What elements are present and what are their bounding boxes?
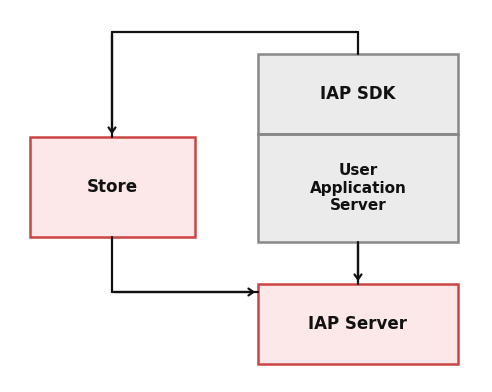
Text: IAP SDK: IAP SDK <box>320 85 396 103</box>
Bar <box>258 134 458 242</box>
Bar <box>258 284 458 364</box>
Bar <box>258 54 458 134</box>
Text: User
Application
Server: User Application Server <box>309 163 406 213</box>
Bar <box>30 137 195 237</box>
Text: IAP Server: IAP Server <box>308 315 407 333</box>
Text: Store: Store <box>87 178 138 196</box>
